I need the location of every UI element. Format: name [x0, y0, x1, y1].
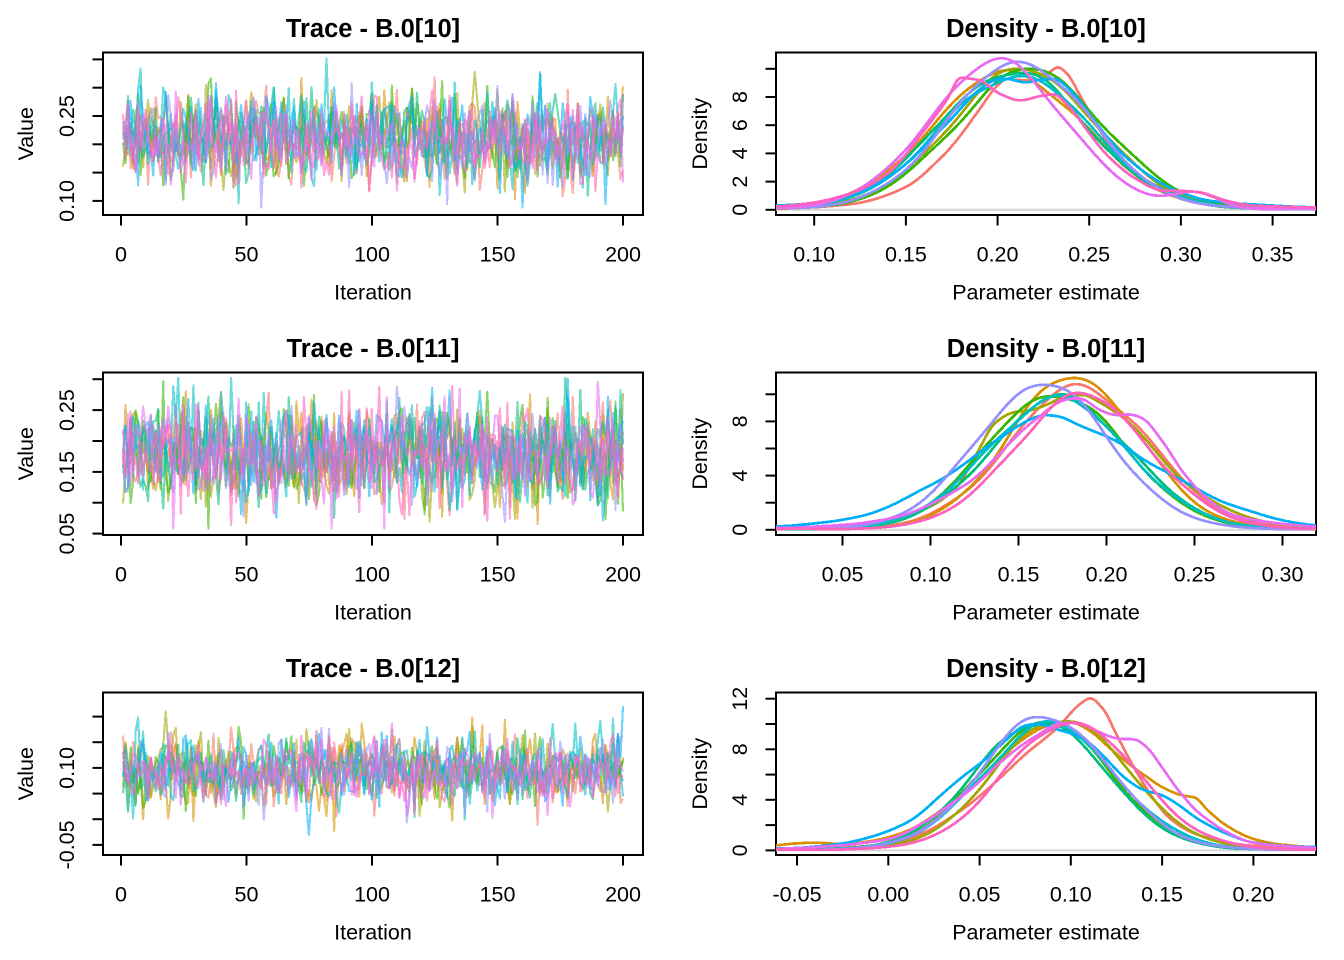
svg-text:50: 50 — [235, 883, 259, 907]
svg-text:12: 12 — [728, 687, 752, 711]
svg-text:Value: Value — [14, 427, 38, 480]
svg-text:0.30: 0.30 — [1160, 243, 1202, 267]
svg-text:50: 50 — [235, 243, 259, 267]
svg-text:100: 100 — [354, 243, 390, 267]
svg-text:0.10: 0.10 — [910, 563, 952, 587]
svg-text:0.10: 0.10 — [1050, 883, 1092, 907]
svg-text:0.10: 0.10 — [793, 243, 835, 267]
svg-text:200: 200 — [605, 243, 641, 267]
svg-text:0: 0 — [728, 204, 752, 216]
svg-text:150: 150 — [480, 563, 516, 587]
svg-text:Density: Density — [688, 418, 712, 490]
svg-text:0.25: 0.25 — [55, 389, 79, 431]
svg-text:0.05: 0.05 — [55, 513, 79, 555]
svg-text:0.25: 0.25 — [55, 95, 79, 137]
svg-text:100: 100 — [354, 563, 390, 587]
svg-text:0.10: 0.10 — [55, 747, 79, 789]
svg-text:2: 2 — [728, 176, 752, 188]
svg-text:0: 0 — [115, 243, 127, 267]
svg-text:6: 6 — [728, 119, 752, 131]
svg-text:0: 0 — [728, 844, 752, 856]
svg-text:0.20: 0.20 — [1086, 563, 1128, 587]
svg-text:0.15: 0.15 — [998, 563, 1040, 587]
svg-text:0.05: 0.05 — [822, 563, 864, 587]
svg-text:0.30: 0.30 — [1262, 563, 1304, 587]
svg-text:4: 4 — [728, 794, 752, 806]
svg-text:150: 150 — [480, 243, 516, 267]
svg-text:Trace - B.0[11]: Trace - B.0[11] — [287, 335, 460, 363]
svg-text:Parameter estimate: Parameter estimate — [952, 601, 1140, 625]
svg-text:0.25: 0.25 — [1174, 563, 1216, 587]
svg-text:0.10: 0.10 — [55, 180, 79, 222]
svg-text:Parameter estimate: Parameter estimate — [952, 281, 1140, 305]
svg-text:Iteration: Iteration — [334, 601, 412, 625]
svg-text:0.00: 0.00 — [867, 883, 909, 907]
svg-text:0: 0 — [115, 883, 127, 907]
svg-text:0.15: 0.15 — [1141, 883, 1183, 907]
svg-text:Density - B.0[10]: Density - B.0[10] — [946, 15, 1146, 43]
svg-text:8: 8 — [728, 91, 752, 103]
svg-text:-0.05: -0.05 — [773, 883, 822, 907]
svg-text:0.15: 0.15 — [885, 243, 927, 267]
svg-text:Iteration: Iteration — [334, 281, 412, 305]
svg-text:Density - B.0[12]: Density - B.0[12] — [946, 655, 1146, 683]
svg-text:Trace - B.0[12]: Trace - B.0[12] — [286, 655, 460, 683]
svg-text:0.20: 0.20 — [1232, 883, 1274, 907]
svg-text:0.20: 0.20 — [977, 243, 1019, 267]
svg-text:-0.05: -0.05 — [55, 820, 79, 869]
svg-text:100: 100 — [354, 883, 390, 907]
svg-text:0.15: 0.15 — [55, 451, 79, 493]
svg-text:0: 0 — [728, 524, 752, 536]
svg-text:Density: Density — [688, 98, 712, 170]
svg-text:0.25: 0.25 — [1068, 243, 1110, 267]
svg-text:Density - B.0[11]: Density - B.0[11] — [947, 335, 1145, 363]
svg-text:8: 8 — [728, 415, 752, 427]
svg-text:200: 200 — [605, 563, 641, 587]
svg-text:Value: Value — [14, 107, 38, 160]
svg-text:Iteration: Iteration — [334, 921, 412, 945]
svg-text:50: 50 — [235, 563, 259, 587]
svg-text:8: 8 — [728, 743, 752, 755]
svg-text:4: 4 — [728, 147, 752, 159]
svg-text:Value: Value — [14, 747, 38, 800]
svg-text:Parameter estimate: Parameter estimate — [952, 921, 1140, 945]
svg-text:0: 0 — [115, 563, 127, 587]
svg-text:Trace - B.0[10]: Trace - B.0[10] — [286, 15, 460, 43]
svg-text:200: 200 — [605, 883, 641, 907]
svg-text:0.05: 0.05 — [959, 883, 1001, 907]
svg-text:0.35: 0.35 — [1252, 243, 1294, 267]
svg-text:150: 150 — [480, 883, 516, 907]
svg-text:Density: Density — [688, 738, 712, 810]
svg-text:4: 4 — [728, 470, 752, 482]
